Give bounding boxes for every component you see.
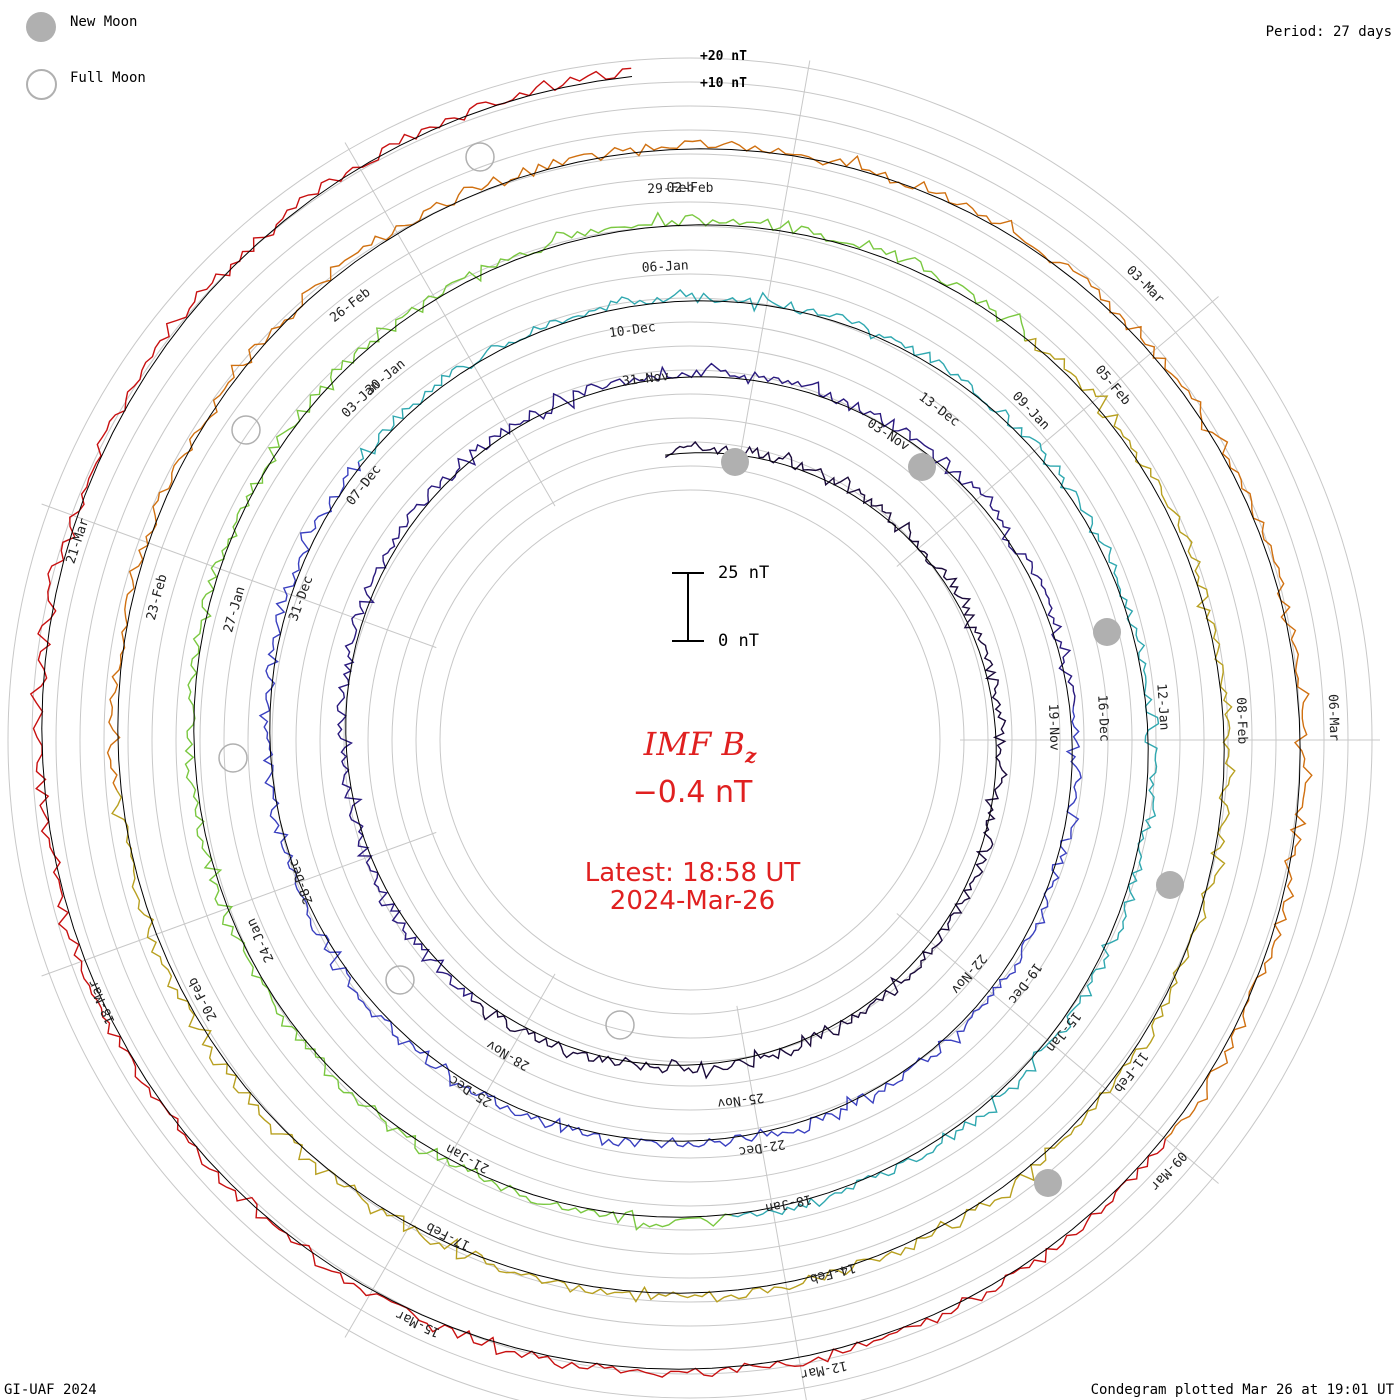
new-moon-marker [908, 453, 936, 481]
new-moon-marker [1034, 1169, 1062, 1197]
full-moon-marker [605, 1010, 635, 1040]
new-moon-marker [1156, 871, 1184, 899]
date-tick-label: 25-Nov [716, 1089, 765, 1110]
date-tick-label: 06-Jan [641, 258, 689, 275]
date-tick-label: 02-Feb [667, 181, 714, 196]
date-tick-label: 18-Mar [86, 977, 119, 1026]
radial-gridlines [41, 60, 1380, 1400]
radial-gridline [896, 913, 1219, 1184]
scale-bar-top-label: 25 nT [718, 563, 770, 583]
date-tick-label: 07-Dec [344, 462, 385, 508]
date-tick-label: 20-Feb [185, 975, 220, 1024]
bz-series-trace [357, 289, 1160, 1218]
date-tick-label: 31-Dec [286, 574, 316, 623]
date-tick-label: 22-Dec [737, 1136, 786, 1159]
plotted-label: Condegram plotted Mar 26 at 19:01 UT [1090, 1382, 1394, 1398]
date-tick-label: 03-Mar [1123, 263, 1167, 307]
full-moon-marker [231, 415, 261, 445]
date-tick-label: 03-Nov [864, 416, 912, 454]
latest-date: 2024-Mar-26 [609, 886, 776, 916]
radial-gridline [344, 973, 556, 1338]
radial-gridline [736, 60, 811, 475]
bz-series-trace [184, 211, 1026, 1231]
date-tick-label: 08-Feb [1233, 697, 1250, 745]
bz-series-trace [111, 337, 1236, 1303]
bz-series-trace [258, 461, 1082, 1149]
data-series [29, 67, 1313, 1378]
latest-time: Latest: 18:58 UT [584, 858, 801, 888]
date-tick-label: 29-Feb [647, 180, 695, 197]
full-moon-marker [385, 965, 415, 995]
date-tick-label: 18-Jan [764, 1191, 813, 1215]
credit-label: GI-UAF 2024 [4, 1382, 97, 1398]
radial-gridline [41, 503, 437, 649]
full-moon-legend-icon [26, 69, 57, 100]
zero-baseline-spiral [41, 76, 1301, 1370]
center-title-sub: z [744, 743, 757, 768]
date-tick-label: 15-Mar [393, 1306, 442, 1340]
grid-ring [439, 489, 941, 991]
date-tick-label: 06-Mar [1325, 694, 1342, 742]
current-value: −0.4 nT [632, 775, 753, 810]
new-moon-legend-label: New Moon [70, 14, 138, 30]
new-moon-marker [721, 448, 749, 476]
new-moon-marker [1093, 618, 1121, 646]
bz-series-trace [106, 139, 1313, 1140]
radial-gridline [736, 1005, 807, 1400]
scale-bar [672, 572, 704, 642]
date-tick-label: 10-Dec [608, 320, 657, 341]
date-tick-label: 09-Jan [1009, 389, 1052, 433]
bz-series-trace [470, 440, 1008, 1080]
date-tick-label: 13-Dec [916, 390, 963, 430]
date-tick-label: 16-Dec [1094, 694, 1111, 742]
scale-bar-bottom-label: 0 nT [718, 631, 759, 651]
center-title-main: IMF B [643, 725, 745, 763]
date-tick-label: 15-Jan [1043, 1008, 1084, 1054]
full-moon-marker [465, 142, 495, 172]
full-moon-legend-label: Full Moon [70, 70, 146, 86]
moon-markers [218, 142, 1184, 1197]
date-tick-label: 22-Nov [948, 951, 990, 997]
date-tick-label: 31-Nov [621, 369, 670, 390]
date-tick-label: 24-Jan [244, 916, 277, 965]
date-tick-label: 19-Nov [1045, 704, 1062, 752]
ring-label-plus20: +20 nT [700, 49, 747, 64]
date-tick-label: 30-Jan [363, 356, 409, 398]
center-title: IMF Bz [0, 725, 1400, 767]
bz-series-trace [29, 67, 1167, 1378]
new-moon-legend-icon [26, 12, 56, 42]
date-tick-label: 19-Dec [1005, 960, 1045, 1007]
radial-gridline [344, 142, 556, 507]
date-tick-label: 27-Jan [221, 585, 248, 634]
radial-gridline [896, 296, 1219, 567]
date-tick-label: 12-Jan [1153, 683, 1171, 731]
date-tick-label: 12-Mar [799, 1357, 848, 1381]
period-label: Period: 27 days [1265, 24, 1392, 40]
bz-series-trace [336, 362, 1076, 1001]
ring-label-plus10: +10 nT [700, 76, 747, 91]
full-moon-marker [218, 743, 248, 773]
date-tick-label: 28-Nov [484, 1037, 532, 1074]
